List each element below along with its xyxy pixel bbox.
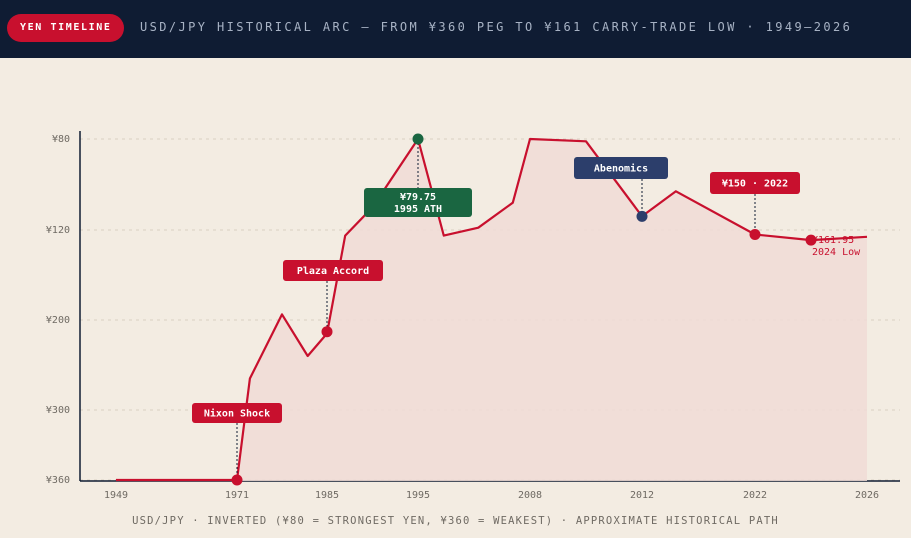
callout-label-2: ¥79.75 [400,192,436,203]
x-tick-label-2026: 2026 [855,490,879,501]
marker-point-0 [231,474,243,486]
callout-box-4 [710,172,800,194]
callout-label-1: Plaza Accord [297,266,369,277]
x-tick-label-1971: 1971 [225,490,249,501]
callout-box-1 [283,260,383,281]
callout-box-3 [574,157,668,179]
x-tick-label-1949: 1949 [104,490,128,501]
x-tick-label-2008: 2008 [518,490,542,501]
series-area-fill [116,139,867,481]
callout-box-0 [192,403,282,423]
x-tick-label-2022: 2022 [743,490,767,501]
y-tick-label-360: ¥360 [46,475,70,486]
callout-sublabel-2: 1995 ATH [394,204,442,215]
callout-label-4: ¥150 · 2022 [722,179,788,190]
marker-point-1 [321,326,333,338]
y-tick-label-80: ¥80 [52,134,70,145]
marker-point-2 [412,133,424,145]
chart-caption: USD/JPY · INVERTED (¥80 = STRONGEST YEN,… [132,515,779,527]
annotation-label-5: ¥161.95 [812,235,854,246]
y-tick-label-300: ¥300 [46,405,70,416]
x-tick-label-2012: 2012 [630,490,654,501]
annotation-sublabel-5: 2024 Low [812,247,861,258]
callout-label-0: Nixon Shock [204,408,270,420]
header-bar: YEN TIMELINE USD/JPY HISTORICAL ARC — FR… [0,0,911,58]
series-line [116,137,868,482]
y-tick-label-120: ¥120 [46,225,70,236]
y-tick-label-200: ¥200 [46,315,70,326]
marker-point-4 [749,229,761,240]
x-tick-label-1995: 1995 [406,490,430,501]
callout-box-2 [364,188,472,217]
marker-point-5 [805,234,817,246]
callout-label-3: Abenomics [594,163,648,175]
yen-timeline-badge: YEN TIMELINE [7,14,125,42]
marker-point-3 [636,210,648,222]
x-tick-label-1985: 1985 [315,490,339,501]
header-title: USD/JPY HISTORICAL ARC — FROM ¥360 PEG T… [140,20,853,34]
